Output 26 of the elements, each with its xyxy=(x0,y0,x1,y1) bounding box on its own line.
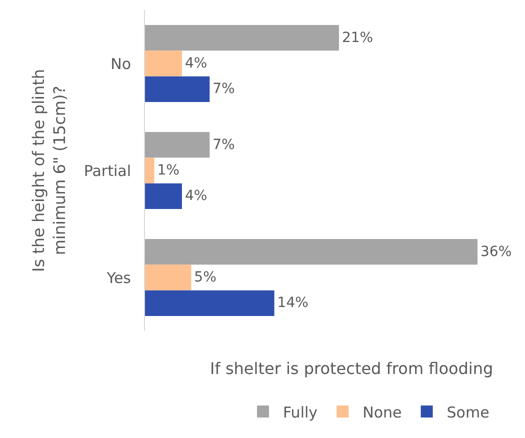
data-label: 21% xyxy=(342,30,374,46)
bar xyxy=(145,24,339,51)
y-tick-label: Partial xyxy=(84,162,131,180)
y-axis-title: Is the height of the plinth minimum 6" (15cm)? xyxy=(28,68,69,272)
bar xyxy=(145,183,182,210)
bar xyxy=(145,158,154,184)
data-label: 5% xyxy=(194,270,216,286)
y-tick-label: Yes xyxy=(106,268,132,287)
data-label: 7% xyxy=(212,136,235,153)
data-label: 7% xyxy=(212,81,235,98)
bar xyxy=(145,264,192,290)
data-label: 14% xyxy=(277,295,308,312)
y-tick-label: No xyxy=(110,54,131,73)
data-label: 1% xyxy=(157,162,180,178)
x-axis-title: If shelter is protected from flooding xyxy=(210,359,494,378)
bar xyxy=(145,290,274,316)
bar xyxy=(145,76,210,102)
data-label: 4% xyxy=(184,188,208,204)
bar xyxy=(145,132,210,158)
legend-label: Fully xyxy=(283,403,318,422)
legend-label: Some xyxy=(446,403,490,422)
data-label: 36% xyxy=(480,244,512,260)
bar xyxy=(145,238,478,265)
legend-label: None xyxy=(362,403,402,422)
data-label: 4% xyxy=(184,56,208,72)
bar xyxy=(145,50,182,76)
